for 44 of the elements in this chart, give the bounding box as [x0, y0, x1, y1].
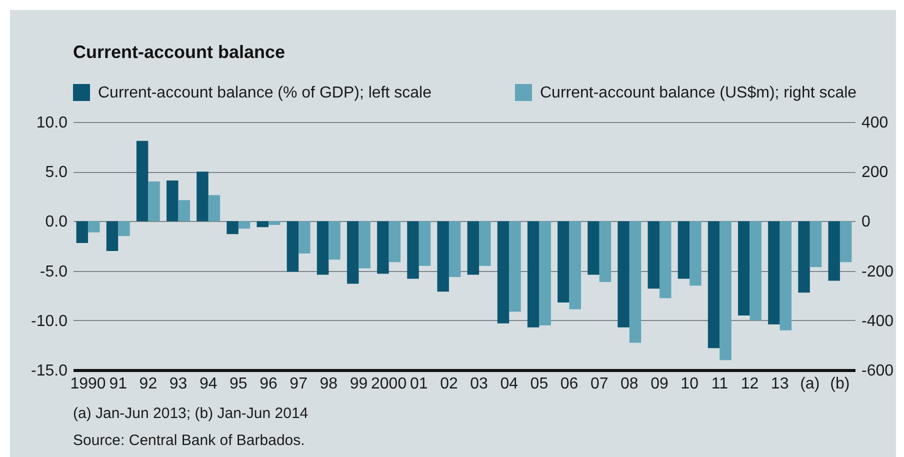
x-tick-label: 92	[139, 376, 158, 392]
x-tick-label: 05	[530, 376, 548, 392]
x-tick-label: 01	[410, 376, 428, 392]
x-tick-label: 95	[230, 376, 248, 392]
x-tick-label: (a)	[800, 376, 820, 392]
y2-tick-label: 400	[862, 114, 888, 132]
x-tick-label: 09	[650, 376, 668, 392]
x-tick-label: 02	[440, 376, 458, 392]
y-tick-label: -15.0	[31, 362, 68, 380]
y2-tick-label: -400	[862, 312, 894, 330]
y-tick-label: 10.0	[36, 114, 68, 132]
chart-title: Current-account balance	[73, 42, 286, 62]
source-note: Source: Central Bank of Barbados.	[73, 432, 305, 449]
x-tick-label: 98	[320, 376, 338, 392]
x-tick-label: 99	[350, 376, 368, 392]
legend-label: Current-account balance (US$m); right scale	[540, 84, 857, 102]
y-tick-label: 5.0	[45, 164, 68, 182]
y-tick-label: -5.0	[40, 263, 68, 280]
x-tick-label: 96	[260, 376, 278, 392]
y2-tick-label: -600	[862, 362, 894, 380]
y-tick-label: 0.0	[45, 214, 68, 231]
legend-label: Current-account balance (% of GDP); left scale	[98, 84, 432, 102]
x-tick-label: 97	[290, 376, 308, 392]
y2-tick-label: 0	[862, 214, 870, 231]
x-tick-label: 11	[711, 376, 728, 392]
y2-tick-label: 200	[862, 164, 888, 182]
y-tick-label: -10.0	[31, 312, 68, 330]
x-tick-label: 13	[770, 376, 789, 392]
x-tick-label: 07	[590, 376, 608, 392]
text: (a) Jan-Jun 2013; (b) Jan-Jun 2014	[73, 405, 308, 422]
x-tick-label: (b)	[830, 376, 850, 392]
bar	[136, 140, 148, 222]
x-tick-label: 04	[500, 376, 518, 392]
y2-tick-label: -200	[862, 263, 894, 280]
x-tick-label: 06	[560, 376, 578, 392]
x-tick-label: 94	[199, 376, 218, 392]
x-tick-label: 10	[680, 376, 699, 392]
x-tick-label: 03	[470, 376, 488, 392]
x-tick-label: 12	[740, 376, 759, 392]
x-tick-label: 08	[620, 376, 638, 392]
x-tick-label: 2000	[371, 376, 407, 392]
x-tick-label: 1990	[70, 376, 106, 392]
x-tick-label: 93	[169, 376, 188, 392]
x-tick-label: 91	[109, 376, 128, 392]
